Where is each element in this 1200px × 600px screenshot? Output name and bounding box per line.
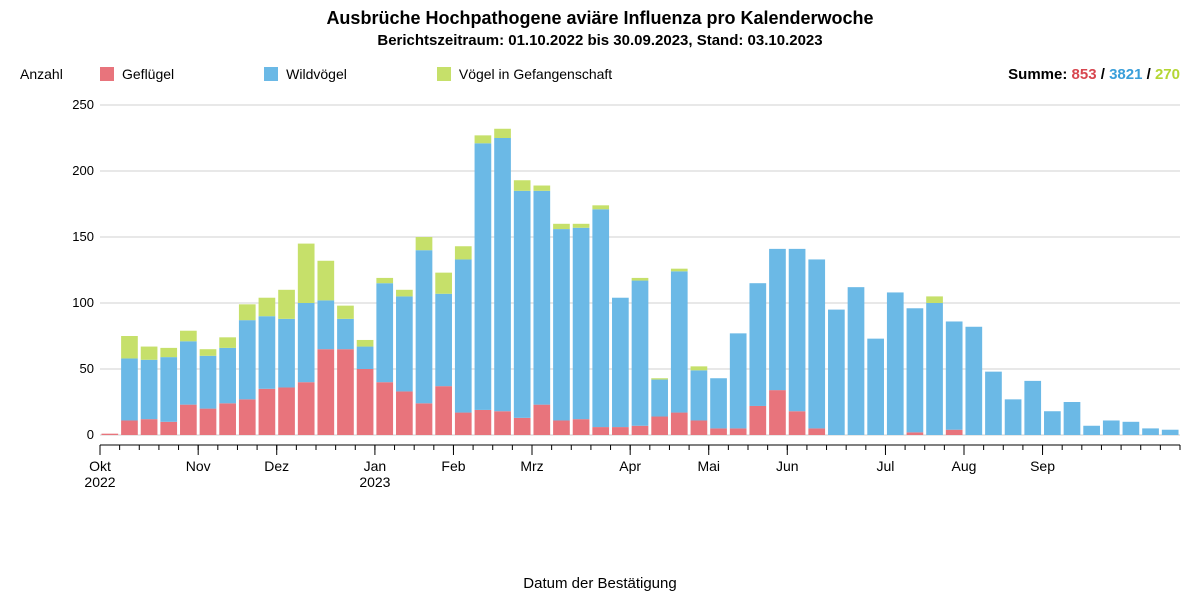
summary-sep: / (1142, 66, 1155, 83)
summary-label: Summe: (1008, 66, 1067, 83)
svg-text:0: 0 (87, 427, 94, 442)
legend: Geflügel Wildvögel Vögel in Gefangenscha… (100, 66, 612, 82)
svg-text:Mai: Mai (697, 458, 720, 474)
legend-label-series1: Geflügel (122, 66, 174, 82)
summary-sep: / (1097, 66, 1110, 83)
legend-swatch-series2 (264, 67, 278, 81)
svg-text:Nov: Nov (186, 458, 211, 474)
svg-text:200: 200 (72, 163, 94, 178)
svg-text:Jun: Jun (776, 458, 799, 474)
svg-text:250: 250 (72, 100, 94, 112)
svg-text:Jan: Jan (364, 458, 387, 474)
svg-text:50: 50 (80, 361, 94, 376)
svg-text:Sep: Sep (1030, 458, 1055, 474)
summary-totals: Summe: 853 / 3821 / 270 (1008, 66, 1180, 83)
summary-value-series1: 853 (1072, 66, 1097, 83)
svg-text:Feb: Feb (441, 458, 465, 474)
legend-item-series3: Vögel in Gefangenschaft (437, 66, 612, 82)
legend-row: Anzahl Geflügel Wildvögel Vögel in Gefan… (0, 60, 1200, 90)
svg-text:2022: 2022 (84, 474, 115, 490)
svg-text:100: 100 (72, 295, 94, 310)
svg-text:2023: 2023 (359, 474, 390, 490)
legend-swatch-series1 (100, 67, 114, 81)
svg-text:Jul: Jul (877, 458, 895, 474)
svg-text:Dez: Dez (264, 458, 289, 474)
legend-item-series1: Geflügel (100, 66, 174, 82)
summary-value-series2: 3821 (1109, 66, 1142, 83)
legend-label-series2: Wildvögel (286, 66, 347, 82)
legend-item-series2: Wildvögel (264, 66, 347, 82)
chart-area: 0 50 100 150 200 250 Okt2022 Nov Dez Jan2023 Feb Mr… (65, 100, 1185, 500)
svg-text:Aug: Aug (952, 458, 977, 474)
svg-text:Apr: Apr (619, 458, 641, 474)
chart-title: Ausbrüche Hochpathogene aviäre Influenza… (0, 8, 1200, 30)
y-axis-title: Anzahl (20, 66, 63, 82)
summary-value-series3: 270 (1155, 66, 1180, 83)
chart-svg: 0 50 100 150 200 250 Okt2022 Nov Dez Jan2023 Feb Mr… (65, 100, 1185, 500)
x-axis-title: Datum der Bestätigung (0, 575, 1200, 592)
chart-subtitle: Berichtszeitraum: 01.10.2022 bis 30.09.2… (0, 32, 1200, 50)
title-block: Ausbrüche Hochpathogene aviäre Influenza… (0, 0, 1200, 50)
svg-text:150: 150 (72, 229, 94, 244)
svg-text:Mrz: Mrz (520, 458, 543, 474)
legend-label-series3: Vögel in Gefangenschaft (459, 66, 612, 82)
svg-text:Okt: Okt (89, 458, 111, 474)
legend-swatch-series3 (437, 67, 451, 81)
